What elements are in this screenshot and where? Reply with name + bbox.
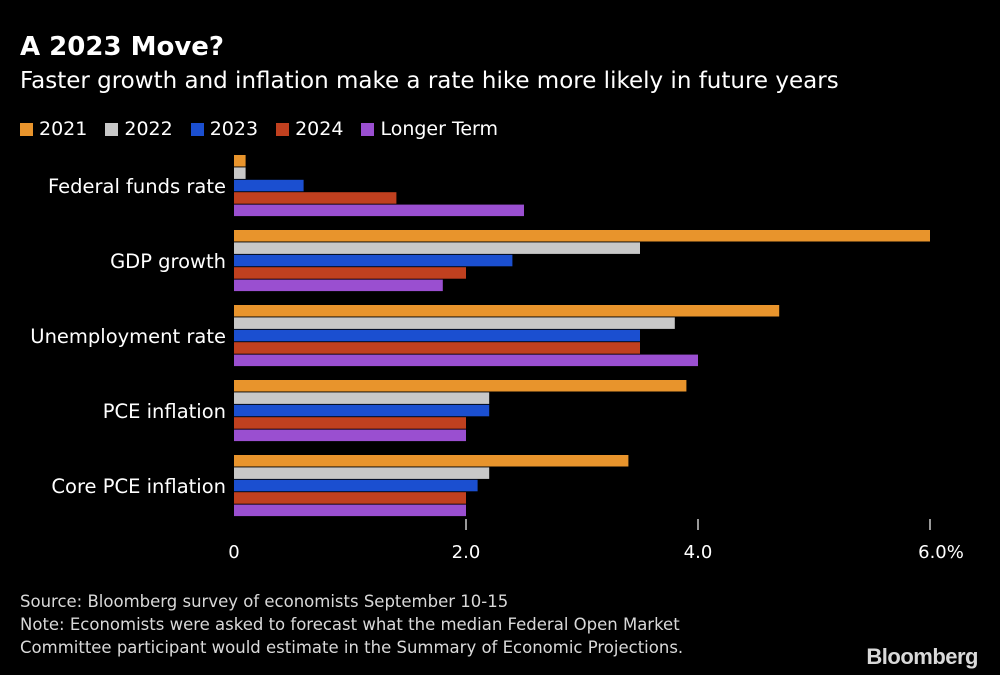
x-tick-label-6-0: 6.0% [918, 542, 964, 563]
legend-item-longer-term: Longer Term [361, 117, 498, 141]
bar-pce-inflation-2021 [234, 380, 687, 392]
bar-federal-funds-rate-2022 [234, 167, 246, 179]
category-label-federal-funds-rate: Federal funds rate [48, 175, 226, 198]
legend-item-2021: 2021 [20, 117, 87, 141]
footer-notes: Source: Bloomberg survey of economists S… [20, 590, 683, 659]
bar-gdp-growth-2021 [234, 230, 930, 242]
chart-subtitle: Faster growth and inflation make a rate … [20, 68, 839, 94]
bar-gdp-growth-2023 [234, 254, 513, 267]
legend-label-2022: 2022 [124, 118, 173, 140]
source-note: Source: Bloomberg survey of economists S… [20, 592, 509, 611]
bar-federal-funds-rate-2021 [234, 155, 246, 167]
legend-swatch-2024 [276, 122, 290, 136]
category-label-core-pce-inflation: Core PCE inflation [51, 475, 226, 498]
bloomberg-logo: Bloomberg [866, 644, 978, 669]
legend-swatch-2021 [20, 122, 33, 136]
x-tick-label-0: 0 [228, 542, 239, 563]
chart-title: A 2023 Move? [20, 32, 224, 62]
legend-label-longer-term: Longer Term [380, 118, 499, 140]
legend-swatch-2022 [105, 122, 119, 136]
bar-pce-inflation-longer-term [234, 429, 466, 442]
bar-unemployment-rate-2024 [234, 342, 640, 354]
note-line-2: Committee participant would estimate in … [20, 638, 684, 657]
bar-gdp-growth-longer-term [234, 279, 443, 292]
x-tick-label-2-0: 2.0 [452, 542, 481, 563]
legend-item-2023: 2023 [190, 117, 259, 141]
bar-gdp-growth-2022 [234, 242, 640, 254]
x-tick-label-4-0: 4.0 [684, 542, 713, 563]
category-label-pce-inflation: PCE inflation [103, 400, 226, 423]
bar-federal-funds-rate-longer-term [234, 204, 524, 217]
bar-core-pce-inflation-2022 [234, 467, 490, 479]
category-label-unemployment-rate: Unemployment rate [30, 325, 226, 348]
bar-unemployment-rate-longer-term [234, 354, 698, 367]
bar-pce-inflation-2024 [234, 417, 466, 429]
bar-federal-funds-rate-2023 [234, 179, 304, 192]
bar-unemployment-rate-2021 [234, 305, 780, 317]
legend-label-2024: 2024 [295, 118, 344, 140]
bar-pce-inflation-2022 [234, 392, 490, 404]
legend-swatch-2023 [190, 122, 204, 136]
bar-core-pce-inflation-2023 [234, 479, 478, 492]
legend-swatch-longer-term [361, 122, 375, 136]
bar-federal-funds-rate-2024 [234, 192, 397, 204]
bar-core-pce-inflation-2021 [234, 455, 629, 467]
bar-core-pce-inflation-longer-term [234, 504, 466, 517]
legend: 2021 2022 2023 2024 Longer Term [20, 117, 516, 141]
legend-item-2022: 2022 [105, 117, 173, 141]
legend-label-2021: 2021 [39, 118, 88, 140]
legend-label-2023: 2023 [209, 118, 259, 140]
bar-unemployment-rate-2022 [234, 317, 675, 329]
category-label-gdp-growth: GDP growth [110, 250, 226, 273]
bar-gdp-growth-2024 [234, 267, 466, 279]
note-line-1: Note: Economists were asked to forecast … [20, 615, 680, 634]
bar-core-pce-inflation-2024 [234, 492, 466, 504]
bar-unemployment-rate-2023 [234, 329, 640, 342]
bar-pce-inflation-2023 [234, 404, 490, 417]
legend-item-2024: 2024 [276, 117, 343, 141]
